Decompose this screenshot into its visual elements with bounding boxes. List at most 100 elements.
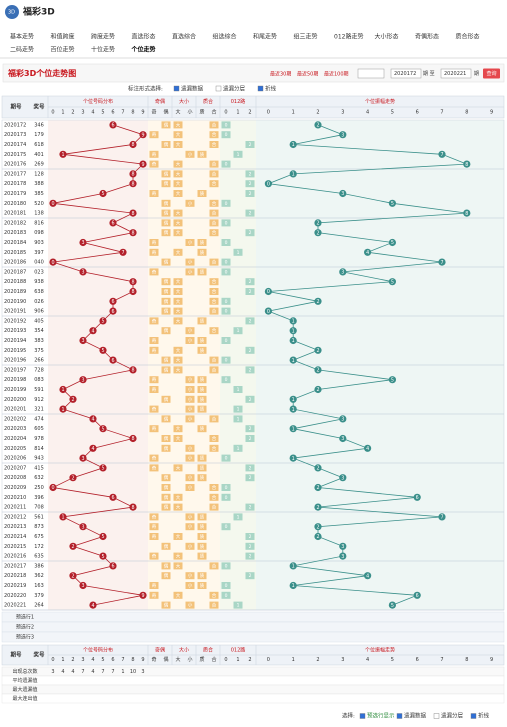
attr-cell [233, 248, 243, 256]
nav-link[interactable]: 基本走势 [10, 33, 34, 41]
nav-link[interactable]: 和值跨度 [51, 33, 75, 41]
nav-link[interactable]: 和尾走势 [253, 33, 277, 41]
amp-ball-text: 1 [292, 564, 295, 570]
issue: 2020194 [4, 338, 26, 344]
issue: 2020193 [4, 328, 26, 334]
input-to[interactable] [440, 68, 472, 79]
sub-header: 2 [71, 109, 74, 115]
units-ball [129, 140, 137, 149]
prize: 250 [34, 485, 44, 491]
attr-text: 0 [225, 495, 228, 501]
attr-cell [185, 395, 195, 403]
issue: 2020196 [4, 358, 26, 364]
nav-link[interactable]: 跨度走势 [91, 33, 115, 41]
sub-header: 6 [111, 109, 114, 115]
attr-text: 合 [212, 366, 217, 373]
attr-text: 偶 [164, 298, 169, 305]
checkbox[interactable] [215, 85, 222, 92]
attr-cell [197, 513, 207, 521]
units-ball [129, 434, 137, 443]
attr-cell [197, 317, 207, 325]
amp-ball-text: 2 [316, 221, 319, 227]
attr-text: 合 [212, 602, 217, 609]
attr-cell [197, 376, 207, 384]
stats-value: 1 [121, 669, 124, 675]
attr-text: 奇 [152, 455, 157, 462]
attr-text: 大 [176, 553, 181, 560]
attr-text: 2 [249, 534, 252, 540]
nav-link[interactable]: 十位走势 [91, 46, 115, 54]
sub-header: 2 [71, 657, 74, 663]
stats-value: 7 [81, 669, 84, 675]
attr-cell [209, 180, 219, 188]
nav-link[interactable]: 二码走势 [10, 46, 34, 54]
issue: 2020216 [4, 554, 26, 560]
nav-link[interactable]: 组三走势 [294, 33, 318, 41]
nav-link[interactable]: 直选综合 [172, 33, 196, 41]
units-ball [99, 425, 107, 433]
amp-ball [314, 346, 322, 354]
checkbox[interactable] [359, 713, 366, 719]
nav-link[interactable]: 奇偶形态 [415, 33, 439, 41]
nav-link[interactable]: 组选综合 [213, 33, 237, 41]
attr-cell [245, 552, 255, 560]
sub-header: 4 [366, 657, 369, 663]
period-option[interactable]: 最近100期 [324, 71, 349, 78]
nav-link[interactable]: 个位走势 [131, 46, 156, 54]
attr-cell [149, 454, 159, 462]
issue: 2020190 [4, 299, 26, 305]
nav-link[interactable]: 质合形态 [456, 33, 480, 41]
nav-link[interactable]: 012路走势 [334, 33, 363, 41]
attr-cell [149, 317, 159, 325]
group-header: 个位号码分布 [83, 647, 113, 654]
attr-cell [161, 562, 171, 570]
units-ball-text: 0 [51, 485, 54, 491]
attr-text: 大 [176, 121, 181, 128]
query-button[interactable] [483, 68, 500, 79]
sub-header: 8 [131, 657, 134, 663]
period-option[interactable]: 最近30期 [270, 71, 291, 78]
amp-ball-text: 5 [391, 377, 394, 383]
attr-text: 偶 [164, 415, 169, 422]
attr-text: 质 [200, 268, 205, 275]
prize: 591 [34, 387, 44, 393]
attr-text: 合 [212, 200, 217, 207]
amp-ball [314, 523, 322, 531]
input-from[interactable] [390, 68, 422, 79]
amp-ball [289, 581, 297, 590]
attr-text: 1 [237, 416, 240, 422]
group-header: 大小 [179, 98, 189, 105]
checkbox[interactable] [433, 713, 440, 719]
nav-link[interactable]: 大小形态 [375, 33, 399, 41]
attr-cell [161, 170, 171, 178]
attr-cell [209, 131, 219, 139]
checkbox[interactable] [257, 85, 264, 92]
nav-link[interactable]: 直选形态 [132, 33, 156, 41]
preselect-row[interactable] [1, 611, 505, 623]
attr-text: 2 [249, 230, 252, 236]
preselect-row[interactable] [1, 621, 505, 633]
amp-ball-text: 3 [341, 544, 344, 550]
attr-text: 偶 [164, 543, 169, 550]
units-ball [89, 327, 97, 335]
attr-cell [209, 356, 219, 364]
period-option[interactable]: 最近50期 [297, 71, 318, 78]
attr-cell [173, 493, 183, 501]
attr-cell [221, 307, 231, 315]
attr-text: 1 [237, 152, 240, 158]
attr-cell [209, 307, 219, 315]
checkbox[interactable] [470, 713, 477, 719]
units-ball-text: 8 [131, 279, 134, 285]
checkbox[interactable] [173, 85, 180, 92]
units-ball-text: 2 [71, 544, 74, 550]
attr-cell [161, 542, 171, 550]
attr-text: 偶 [164, 445, 169, 452]
attr-text: 大 [176, 366, 181, 373]
prize: 040 [34, 260, 44, 266]
attr-text: 大 [176, 219, 181, 226]
checkbox[interactable] [396, 713, 403, 719]
attr-text: 奇 [152, 268, 157, 275]
select-box[interactable] [357, 68, 385, 79]
preselect-row[interactable] [1, 631, 505, 643]
nav-link[interactable]: 百位走势 [51, 46, 75, 54]
